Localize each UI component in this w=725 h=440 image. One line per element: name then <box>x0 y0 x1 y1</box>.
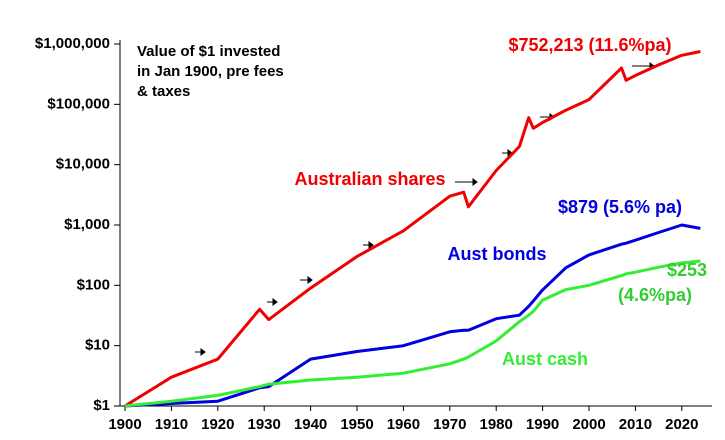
x-tick-label: 2000 <box>572 416 605 433</box>
x-tick-label: 1950 <box>340 416 373 433</box>
x-tick-label: 1990 <box>526 416 559 433</box>
y-tick-label: $10 <box>85 337 110 354</box>
x-tick-label: 1920 <box>201 416 234 433</box>
series-line <box>124 259 701 408</box>
y-tick-label: $1,000 <box>64 216 110 233</box>
note: in Jan 1900, pre fees <box>137 63 284 80</box>
annotation: (4.6%pa) <box>618 285 692 305</box>
x-tick-label: 2010 <box>619 416 652 433</box>
x-tick-label: 1910 <box>155 416 188 433</box>
x-tick-label: 1900 <box>108 416 141 433</box>
y-tick-label: $10,000 <box>56 156 110 173</box>
y-tick-label: $100 <box>77 276 110 293</box>
annotation: $752,213 (11.6%pa) <box>508 35 671 55</box>
note: Value of $1 invested <box>137 43 280 60</box>
y-tick-label: $1,000,000 <box>35 35 110 52</box>
note: & taxes <box>137 83 190 100</box>
x-tick-label: 2020 <box>665 416 698 433</box>
x-tick-label: 1960 <box>387 416 420 433</box>
x-tick-label: 1940 <box>294 416 327 433</box>
annotation: $253 <box>667 260 707 280</box>
series-label: Aust bonds <box>448 244 547 264</box>
series-line <box>124 223 701 408</box>
series-label: Australian shares <box>294 169 445 189</box>
series-line <box>124 50 701 408</box>
x-tick-label: 1980 <box>480 416 513 433</box>
y-tick-label: $1 <box>93 397 110 414</box>
x-tick-label: 1930 <box>248 416 281 433</box>
annotation: $879 (5.6% pa) <box>558 197 682 217</box>
y-tick-label: $100,000 <box>47 95 110 112</box>
x-tick-label: 1970 <box>433 416 466 433</box>
series-label: Aust cash <box>502 349 588 369</box>
